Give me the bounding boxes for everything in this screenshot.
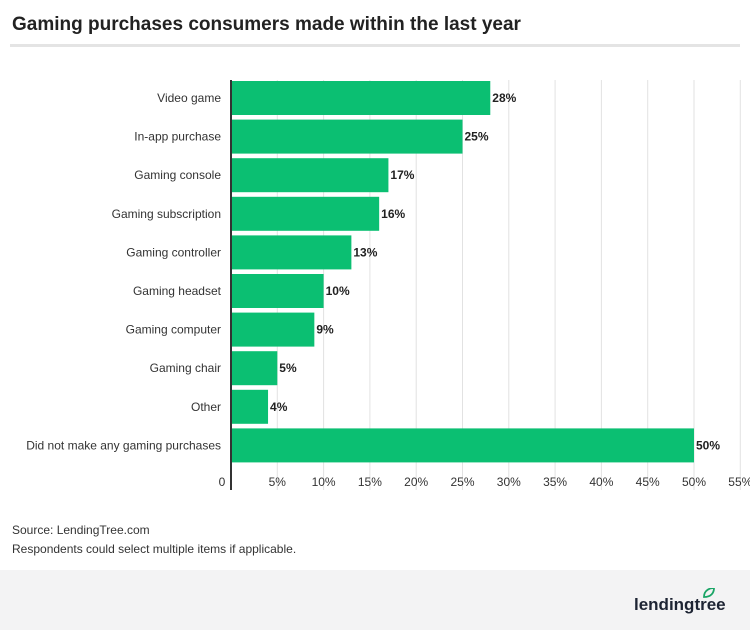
category-label: Gaming headset [133,284,222,298]
category-label: Gaming console [134,168,221,182]
data-label: 9% [316,323,334,337]
source-note: Source: LendingTree.com [12,523,150,537]
x-tick-label: 45% [636,475,660,489]
category-label: Gaming computer [126,323,221,337]
category-label: Gaming subscription [112,207,221,221]
bar [231,274,324,308]
bar [231,81,491,115]
x-tick-label: 30% [497,475,521,489]
bar [231,235,352,270]
footnote: Respondents could select multiple items … [12,542,297,556]
footer-band: lendingtree [0,570,750,630]
bar [231,389,269,424]
x-tick-label: 5% [269,475,287,489]
chart-title: Gaming purchases consumers made within t… [12,14,521,35]
data-label: 50% [696,438,720,452]
category-label: Gaming chair [150,361,221,375]
category-label: Gaming controller [126,245,221,259]
data-label: 17% [390,168,414,182]
data-label: 13% [353,245,377,259]
x-tick-label: 20% [404,475,428,489]
data-label: 28% [492,91,516,105]
data-label: 10% [326,284,350,298]
x-tick-label: 35% [543,475,567,489]
category-label: Other [191,400,221,414]
x-tick-label: 25% [450,475,474,489]
category-label: In-app purchase [134,130,221,144]
data-label: 25% [465,130,489,144]
category-label: Did not make any gaming purchases [26,438,221,452]
lendingtree-logo: lendingtree [634,588,726,614]
bar [231,119,463,154]
data-label: 16% [381,207,405,221]
data-label: 5% [279,361,297,375]
title-divider [10,44,740,47]
bar [231,196,380,231]
bar [231,158,389,193]
x-tick-label: 15% [358,475,382,489]
bar [231,428,694,463]
x-tick-label: 50% [682,475,706,489]
category-label: Video game [157,91,221,105]
bar-chart: 0 5% 10% 15% 20% 25% 30% 35% 40% 45% 50% 55% Video g… [26,80,750,490]
data-label: 4% [270,400,288,414]
bar [231,312,315,347]
leaf-icon [703,588,715,598]
x-tick-label: 10% [312,475,336,489]
logo-text: lendingtree [634,595,726,614]
x-tick-label: 40% [589,475,613,489]
x-tick-label: 0 [219,475,226,489]
bar [231,351,278,386]
x-tick-label: 55% [728,475,750,489]
